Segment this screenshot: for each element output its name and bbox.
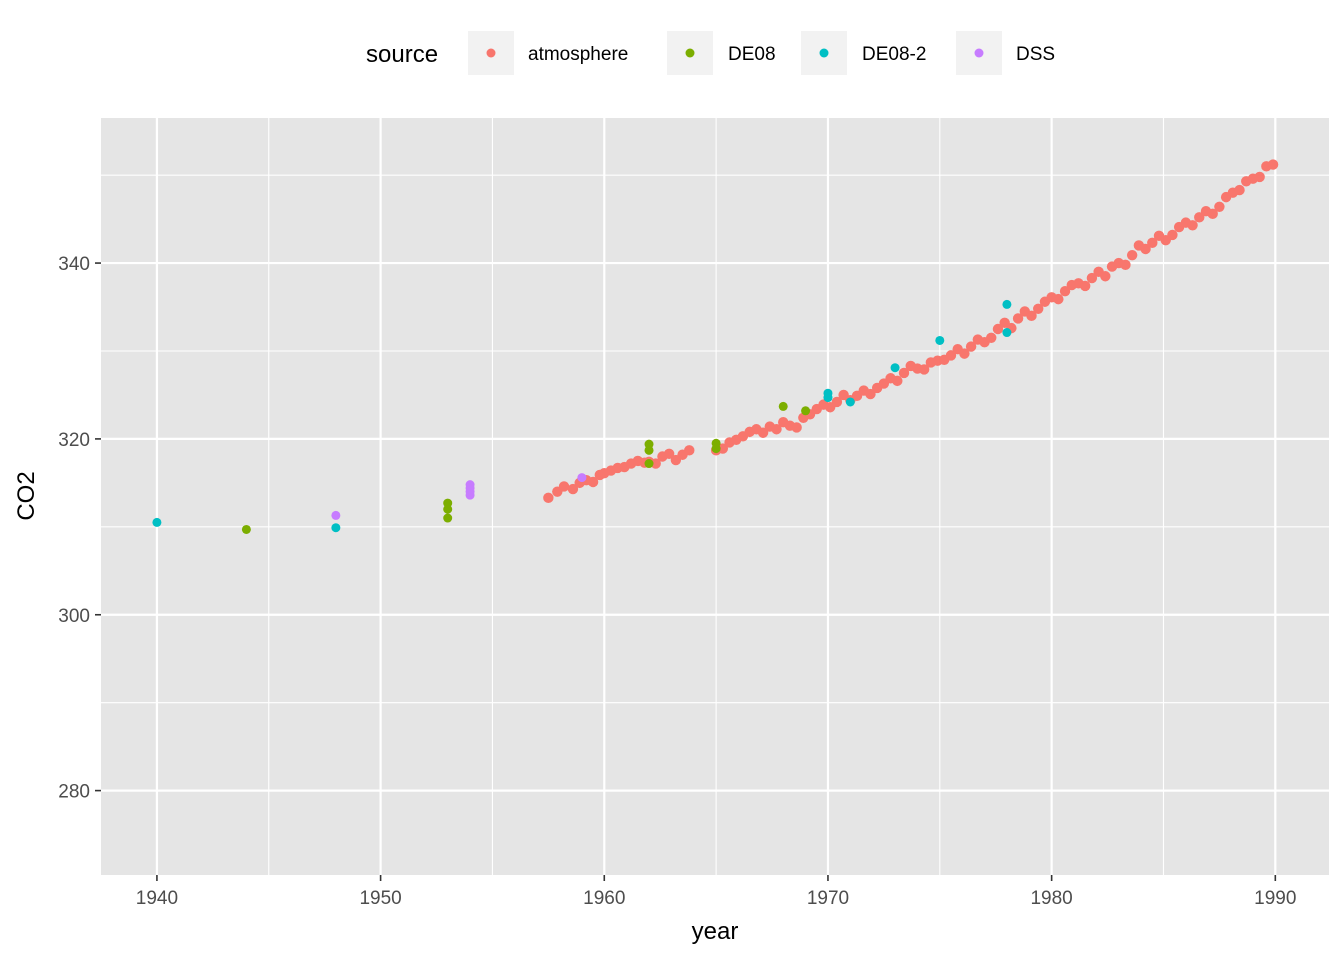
- point-atmosphere: [1126, 249, 1138, 261]
- point-atmosphere: [986, 332, 997, 344]
- point-atmosphere: [1012, 313, 1024, 324]
- point-atmosphere: [543, 492, 554, 504]
- point-atmosphere: [791, 422, 802, 433]
- point-atmosphere: [558, 481, 570, 492]
- point-atmosphere: [992, 323, 1004, 335]
- point-atmosphere: [959, 348, 970, 359]
- point-atmosphere: [1059, 286, 1071, 297]
- point-de08: [443, 513, 453, 523]
- point-atmosphere: [1214, 201, 1225, 213]
- point-atmosphere: [865, 388, 876, 400]
- point-de08-2: [1002, 299, 1012, 309]
- legend-label-atmosphere: atmosphere: [528, 44, 628, 65]
- data-points: [152, 159, 1279, 534]
- point-de08: [443, 504, 453, 514]
- legend-item-de08: DE08: [667, 31, 776, 75]
- point-atmosphere: [1194, 212, 1205, 223]
- legend-swatch-dss: [974, 48, 984, 58]
- point-atmosphere: [1033, 303, 1044, 314]
- legend-label-dss: DSS: [1016, 44, 1055, 65]
- x-tick-label: 1970: [807, 888, 849, 909]
- point-atmosphere: [717, 443, 729, 454]
- legend-swatch-de08-2: [819, 48, 829, 58]
- point-de08-2: [845, 397, 855, 407]
- point-de08-2: [935, 335, 945, 345]
- point-atmosphere: [1207, 208, 1218, 220]
- legend-title: source: [366, 41, 438, 68]
- legend-swatch-atmosphere: [486, 48, 496, 58]
- point-atmosphere: [650, 458, 661, 469]
- point-atmosphere: [918, 364, 930, 375]
- point-atmosphere: [1254, 171, 1265, 183]
- point-de08: [241, 524, 251, 534]
- point-de08-2: [1002, 328, 1012, 338]
- point-atmosphere: [945, 350, 957, 361]
- legend-item-de08-2: DE08-2: [801, 31, 926, 75]
- point-atmosphere: [663, 448, 675, 460]
- point-atmosphere: [684, 445, 695, 456]
- point-atmosphere: [1026, 310, 1037, 322]
- point-atmosphere: [965, 341, 977, 352]
- legend-item-dss: DSS: [956, 31, 1055, 75]
- axes: 1940 1950 1960 1970 1980 1990 280 300 320 340: [58, 254, 1296, 909]
- legend-item-atmosphere: atmosphere: [468, 31, 628, 75]
- x-axis-title: year: [692, 918, 739, 945]
- point-atmosphere: [831, 396, 843, 408]
- point-atmosphere: [1140, 243, 1151, 255]
- point-dss: [577, 473, 587, 483]
- x-tick-label: 1990: [1254, 888, 1296, 909]
- point-dss: [331, 510, 341, 520]
- point-de08: [644, 439, 654, 449]
- point-atmosphere: [1147, 237, 1158, 249]
- y-tick-label: 320: [58, 430, 90, 451]
- grid-lines: [101, 118, 1329, 875]
- legend-swatch-de08: [685, 48, 695, 58]
- legend: source atmosphere DE08 DE08-2 DSS: [366, 31, 1055, 75]
- x-tick-label: 1960: [583, 888, 625, 909]
- point-atmosphere: [1167, 229, 1178, 241]
- point-de08: [644, 459, 654, 469]
- y-tick-label: 280: [58, 782, 90, 803]
- point-atmosphere: [1079, 280, 1091, 292]
- point-de08-2: [823, 388, 833, 398]
- point-atmosphere: [1234, 184, 1245, 196]
- point-atmosphere: [1053, 293, 1064, 305]
- point-de08: [711, 438, 721, 448]
- x-tick-label: 1940: [136, 888, 178, 909]
- point-de08-2: [331, 523, 341, 533]
- plot-panel: [101, 118, 1329, 875]
- y-tick-label: 300: [58, 606, 90, 627]
- y-axis-title: CO2: [13, 471, 40, 520]
- point-atmosphere: [1267, 159, 1279, 170]
- point-de08: [778, 401, 788, 411]
- y-tick-label: 340: [58, 254, 90, 275]
- x-tick-label: 1980: [1030, 888, 1072, 909]
- point-atmosphere: [567, 483, 579, 495]
- point-de08-2: [890, 363, 900, 373]
- point-de08: [801, 406, 811, 416]
- point-atmosphere: [771, 424, 782, 435]
- point-atmosphere: [757, 427, 769, 438]
- point-atmosphere: [1187, 220, 1198, 231]
- point-de08: [443, 498, 453, 508]
- legend-label-de08-2: DE08-2: [862, 44, 926, 65]
- point-atmosphere: [898, 367, 910, 379]
- point-atmosphere: [587, 476, 599, 488]
- point-de08-2: [152, 517, 162, 527]
- point-atmosphere: [1120, 259, 1131, 271]
- x-tick-label: 1950: [359, 888, 401, 909]
- point-atmosphere: [892, 375, 903, 387]
- point-atmosphere: [1100, 271, 1111, 282]
- point-de08: [644, 445, 654, 455]
- legend-label-de08: DE08: [728, 44, 776, 65]
- point-atmosphere: [1086, 272, 1098, 284]
- point-dss: [465, 480, 475, 490]
